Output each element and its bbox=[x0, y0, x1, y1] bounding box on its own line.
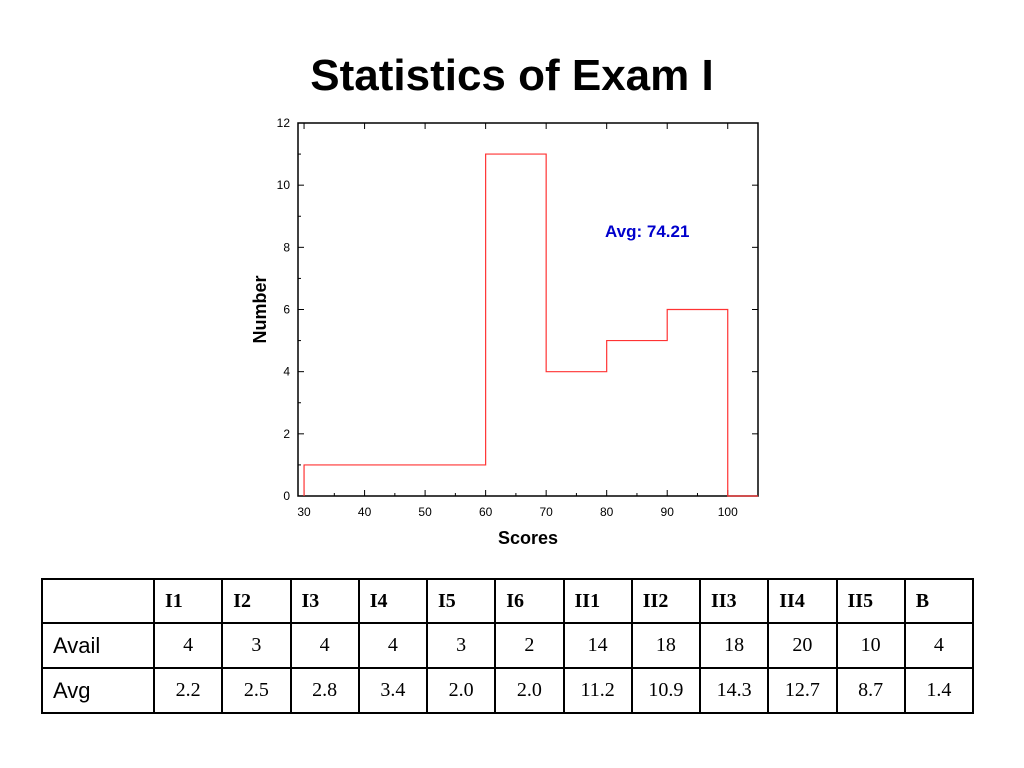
table-cell: 4 bbox=[289, 622, 360, 669]
slide-title: Statistics of Exam I bbox=[310, 51, 714, 100]
table-cell: 8.7 bbox=[835, 667, 906, 714]
table-cell: 20 bbox=[767, 622, 838, 669]
table-cell: 2.0 bbox=[425, 667, 497, 714]
y-tick-label: 10 bbox=[277, 178, 291, 192]
y-tick-label: 4 bbox=[283, 365, 290, 379]
column-header: I1 bbox=[152, 578, 224, 624]
y-tick-label: 6 bbox=[283, 303, 290, 317]
histogram-bin-1 bbox=[304, 465, 486, 496]
table-row: Avg 2.2 2.5 2.8 3.4 2.0 2.0 11.2 10.9 14.3 12.7 8.7… bbox=[41, 667, 975, 714]
histogram-bin-2 bbox=[486, 154, 547, 496]
table-cell: 3 bbox=[221, 622, 292, 669]
histogram-bin-4 bbox=[607, 341, 668, 496]
table-cell: 4 bbox=[152, 622, 224, 669]
row-header: Avail bbox=[41, 622, 155, 669]
x-tick-label: 30 bbox=[297, 505, 311, 519]
table-cell: 4 bbox=[357, 622, 429, 669]
histogram-outline bbox=[303, 153, 758, 497]
x-tick-label: 50 bbox=[418, 505, 432, 519]
column-header: I4 bbox=[357, 578, 429, 624]
column-header: B bbox=[903, 578, 975, 624]
table-cell: 2.5 bbox=[221, 667, 292, 714]
table-header-row: I1 I2 I3 I4 I5 I6 II1 II2 II3 II4 II5 B bbox=[41, 578, 975, 624]
column-header: I6 bbox=[494, 578, 565, 624]
histogram-chart: 30 40 50 60 70 80 90 100 0 2 4 6 8 10 12 Scores Number… bbox=[250, 116, 759, 548]
y-tick-label: 12 bbox=[277, 116, 291, 130]
x-tick-label: 100 bbox=[718, 505, 738, 519]
x-tick-label: 80 bbox=[600, 505, 614, 519]
table-cell: 2 bbox=[494, 622, 565, 669]
marks-group bbox=[303, 153, 758, 497]
table-cell: 2.2 bbox=[152, 667, 224, 714]
table-cell: 14 bbox=[562, 622, 633, 669]
table-cell: 12.7 bbox=[767, 667, 838, 714]
column-header: I5 bbox=[425, 578, 497, 624]
y-tick-label: 8 bbox=[283, 240, 290, 254]
table-corner-cell bbox=[41, 578, 155, 624]
table-cell: 2.0 bbox=[494, 667, 565, 714]
histogram-bin-3 bbox=[546, 372, 607, 496]
table-cell: 18 bbox=[630, 622, 702, 669]
table-cell: 4 bbox=[903, 622, 975, 669]
column-header: II2 bbox=[630, 578, 702, 624]
y-tick-label: 0 bbox=[283, 489, 290, 503]
column-header: II3 bbox=[698, 578, 770, 624]
column-header: I3 bbox=[289, 578, 360, 624]
table-cell: 18 bbox=[698, 622, 770, 669]
table-cell: 3 bbox=[425, 622, 497, 669]
histogram-bin-5 bbox=[667, 310, 728, 497]
x-tick-label: 90 bbox=[661, 505, 675, 519]
x-tick-label: 60 bbox=[479, 505, 493, 519]
table-cell: 14.3 bbox=[698, 667, 770, 714]
x-tick-label: 40 bbox=[358, 505, 372, 519]
avg-annotation: Avg: 74.21 bbox=[605, 222, 689, 241]
column-header: II4 bbox=[767, 578, 838, 624]
stats-table: I1 I2 I3 I4 I5 I6 II1 II2 II3 II4 II5 B Avail 4 3 4 4 3 2… bbox=[41, 578, 975, 714]
x-axis-label: Scores bbox=[498, 528, 558, 548]
column-header: II5 bbox=[835, 578, 906, 624]
column-header: I2 bbox=[221, 578, 292, 624]
table-cell: 11.2 bbox=[562, 667, 633, 714]
table-cell: 10 bbox=[835, 622, 906, 669]
row-header: Avg bbox=[41, 667, 155, 714]
y-axis-label: Number bbox=[250, 275, 270, 343]
y-tick-label: 2 bbox=[283, 427, 290, 441]
table-cell: 2.8 bbox=[289, 667, 360, 714]
table-cell: 10.9 bbox=[630, 667, 702, 714]
table-row: Avail 4 3 4 4 3 2 14 18 18 20 10 4 bbox=[41, 622, 975, 669]
column-header: II1 bbox=[562, 578, 633, 624]
table-cell: 3.4 bbox=[357, 667, 429, 714]
axes-group: 30 40 50 60 70 80 90 100 0 2 4 6 8 10 12 bbox=[277, 116, 759, 519]
x-tick-label: 70 bbox=[539, 505, 553, 519]
table-cell: 1.4 bbox=[903, 667, 975, 714]
